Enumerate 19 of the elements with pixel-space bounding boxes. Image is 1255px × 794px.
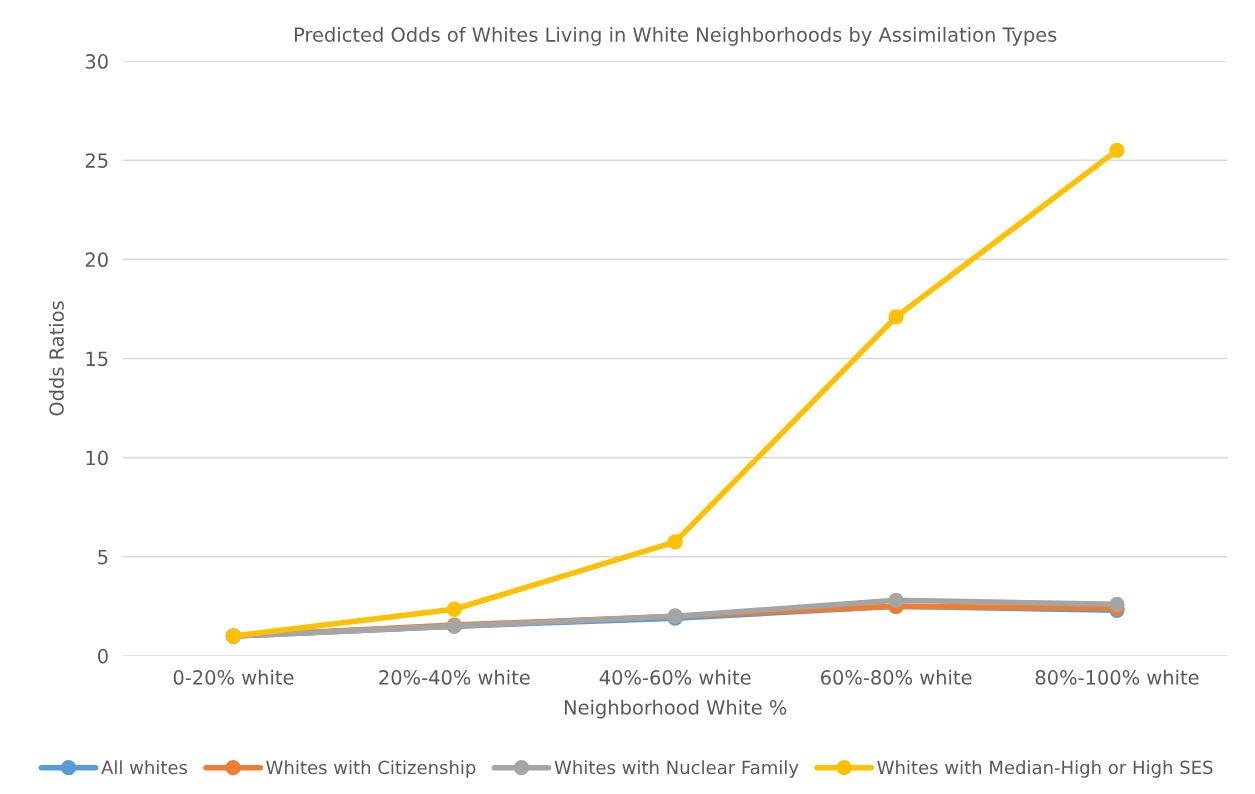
y-tick-label: 20 bbox=[85, 252, 108, 268]
legend-label: All whites bbox=[101, 760, 188, 775]
x-tick-label: 20%-40% white bbox=[379, 669, 530, 685]
legend-label: Whites with Citizenship bbox=[266, 760, 476, 778]
x-tick-label: 40%-60% white bbox=[599, 669, 751, 685]
x-tick-label: 0-20% white bbox=[173, 669, 294, 685]
chart-title: Predicted Odds of Whites Living in White Neighborhoods by Assimilation Types bbox=[294, 26, 1057, 46]
x-tick-label: 60%-80% white bbox=[821, 669, 972, 685]
y-tick-label: 10 bbox=[86, 450, 108, 466]
legend-label: Whites with Median-High or High SES bbox=[877, 760, 1213, 778]
legend-label: Whites with Nuclear Family bbox=[554, 760, 799, 778]
y-axis-title: Odds Ratios bbox=[48, 301, 64, 416]
y-tick-label: 15 bbox=[86, 351, 108, 367]
x-axis-title: Neighborhood White % bbox=[564, 699, 787, 719]
y-tick-label: 25 bbox=[85, 153, 108, 168]
y-tick-label: 30 bbox=[85, 54, 108, 69]
x-tick-label: 80%-100% white bbox=[1035, 669, 1199, 685]
y-tick-label: 5 bbox=[98, 549, 108, 565]
y-tick-label: 0 bbox=[98, 648, 108, 664]
